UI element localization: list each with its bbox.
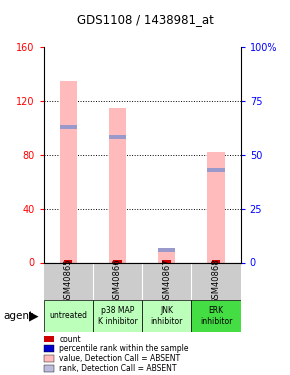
Bar [64, 261, 72, 262]
Text: JNK
inhibitor: JNK inhibitor [151, 306, 183, 326]
Text: GDS1108 / 1438981_at: GDS1108 / 1438981_at [77, 13, 213, 26]
FancyBboxPatch shape [44, 300, 93, 332]
Bar [109, 135, 126, 140]
Text: GSM40868: GSM40868 [211, 258, 221, 304]
Text: count: count [59, 334, 81, 344]
Text: agent: agent [3, 311, 33, 321]
Text: GSM40865: GSM40865 [64, 258, 73, 304]
Text: ▶: ▶ [29, 309, 39, 322]
Text: GSM40866: GSM40866 [113, 258, 122, 304]
Text: GSM40867: GSM40867 [162, 258, 171, 304]
FancyBboxPatch shape [191, 300, 241, 332]
FancyBboxPatch shape [142, 300, 191, 332]
Bar [162, 261, 171, 262]
FancyBboxPatch shape [93, 300, 142, 332]
Bar [207, 152, 225, 262]
Bar [207, 168, 225, 172]
Bar [158, 248, 175, 252]
Bar [59, 81, 77, 262]
Bar [113, 261, 122, 262]
Bar [212, 261, 220, 262]
Text: percentile rank within the sample: percentile rank within the sample [59, 344, 189, 353]
Text: ERK
inhibitor: ERK inhibitor [200, 306, 232, 326]
Text: rank, Detection Call = ABSENT: rank, Detection Call = ABSENT [59, 364, 177, 373]
Bar [59, 124, 77, 129]
Text: untreated: untreated [49, 311, 87, 320]
Bar [158, 252, 175, 262]
Text: p38 MAP
K inhibitor: p38 MAP K inhibitor [97, 306, 137, 326]
Text: value, Detection Call = ABSENT: value, Detection Call = ABSENT [59, 354, 181, 363]
Bar [109, 108, 126, 262]
